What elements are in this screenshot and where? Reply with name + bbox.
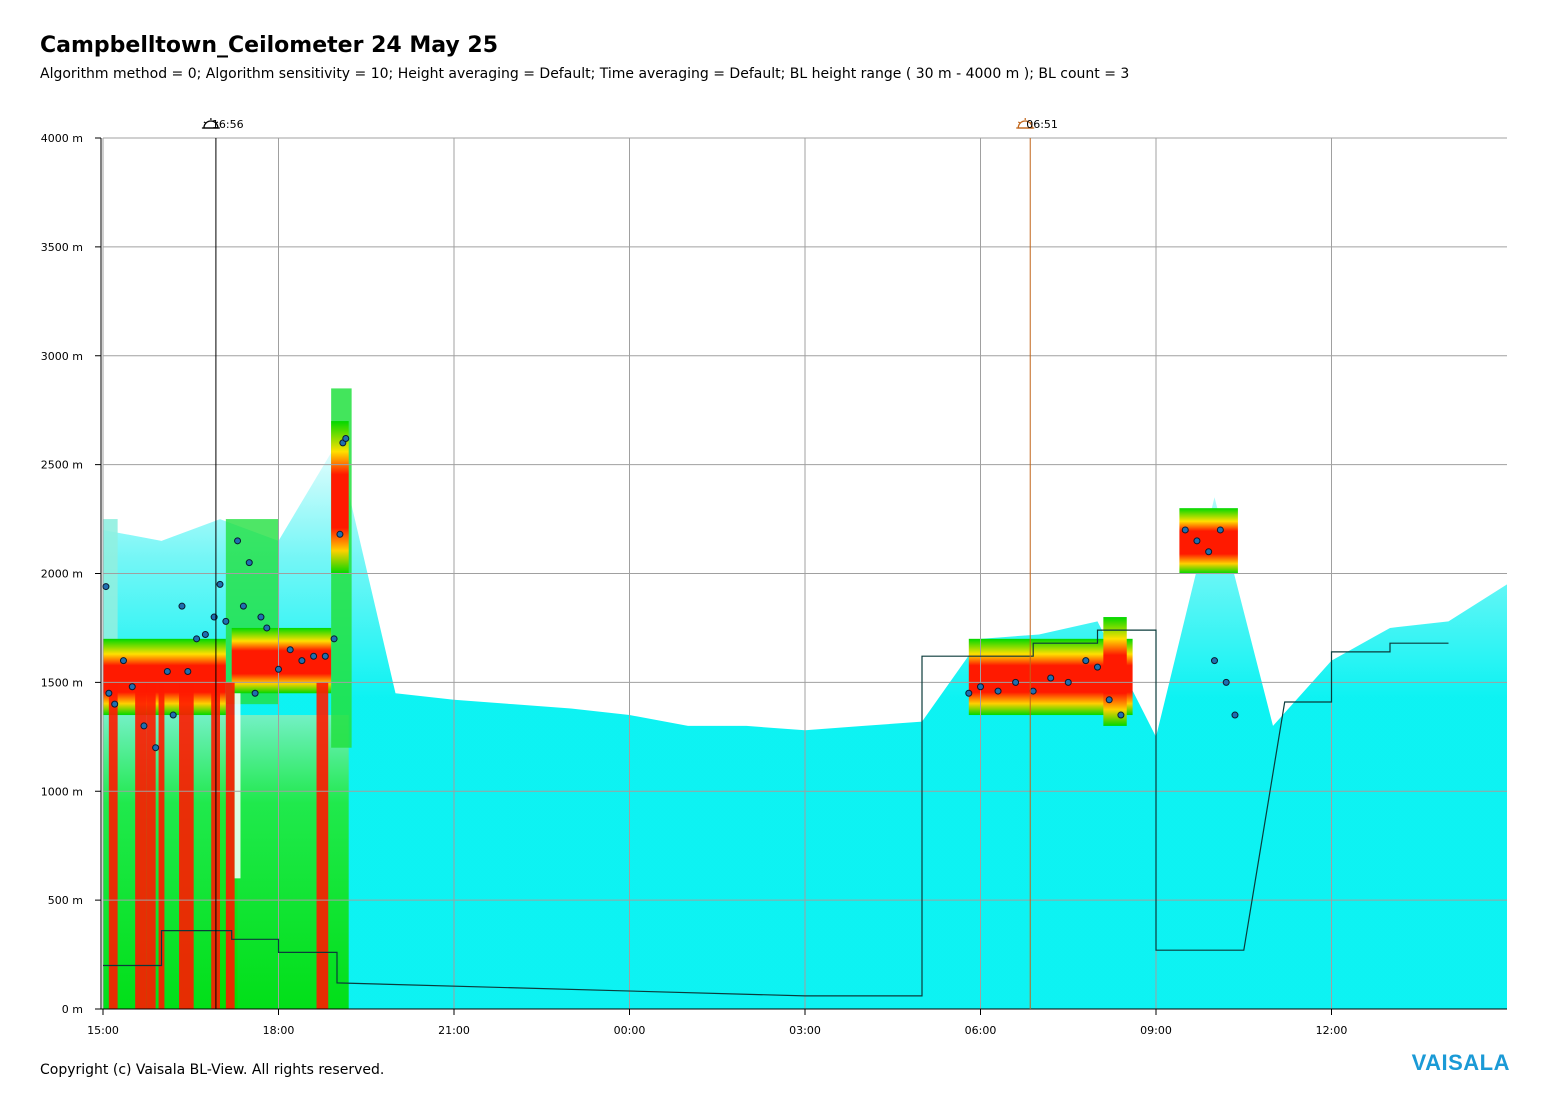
cloud-base-point bbox=[994, 687, 1002, 695]
sun-events: 16:56 06:51 bbox=[201, 118, 1058, 1009]
cloud-base-point bbox=[201, 630, 209, 638]
cloud-base-point bbox=[965, 689, 973, 697]
backscatter-streak bbox=[135, 682, 147, 1009]
sunrise-icon-ray bbox=[1017, 121, 1021, 124]
x-tick-label: 03:00 bbox=[789, 1024, 821, 1037]
cloud-base-point bbox=[1064, 678, 1072, 686]
cloud-base-point bbox=[1029, 687, 1037, 695]
y-tick-label: 1000 m bbox=[41, 785, 83, 798]
x-tick-label: 00:00 bbox=[614, 1024, 646, 1037]
backscatter-streak bbox=[316, 682, 329, 1009]
cloud-base-point bbox=[298, 657, 306, 665]
cloud-base-point bbox=[1117, 711, 1125, 719]
y-tick-label: 2500 m bbox=[41, 459, 83, 472]
vaisala-logo: VAISALA bbox=[1411, 1050, 1510, 1075]
y-tick-label: 4000 m bbox=[41, 132, 83, 145]
cloud-base-point bbox=[119, 657, 127, 665]
cloud-base-point bbox=[257, 613, 265, 621]
cloud-base-point bbox=[102, 583, 110, 591]
sunset-icon-ray bbox=[203, 121, 207, 124]
cloud-base-point bbox=[234, 537, 242, 545]
sunrise-icon-ray bbox=[1029, 121, 1033, 124]
x-tick-label: 09:00 bbox=[1140, 1024, 1172, 1037]
backscatter-high-layer bbox=[231, 627, 332, 694]
cloud-base-point bbox=[1216, 526, 1224, 534]
y-tick-label: 0 m bbox=[62, 1003, 83, 1016]
backscatter-high-layer bbox=[1103, 617, 1127, 726]
cloud-base-point bbox=[216, 580, 224, 588]
cloud-base-point bbox=[310, 652, 318, 660]
backscatter-streak bbox=[158, 682, 165, 1009]
sunset-icon bbox=[201, 118, 220, 129]
x-tick-label: 12:00 bbox=[1316, 1024, 1348, 1037]
sunset-icon-ray bbox=[215, 121, 219, 124]
backscatter-high-layer bbox=[1179, 508, 1238, 574]
bl-height-step-line bbox=[103, 629, 1449, 997]
chart-subtitle: Algorithm method = 0; Algorithm sensitiv… bbox=[40, 66, 1130, 82]
copyright-text: Copyright (c) Vaisala BL-View. All right… bbox=[40, 1062, 385, 1078]
cloud-base-point bbox=[263, 624, 271, 632]
bl-height-line bbox=[103, 629, 1449, 997]
y-axis: 0 m 500 m 1000 m 1500 m 2000 m 2500 m 3000 m 35… bbox=[41, 132, 101, 1016]
backscatter-streak bbox=[225, 682, 235, 1009]
x-tick-label: 21:00 bbox=[438, 1024, 470, 1037]
cloud-base-point bbox=[1205, 548, 1213, 556]
cloud-base-point bbox=[1082, 657, 1090, 665]
cloud-base-point bbox=[1105, 696, 1113, 704]
cloud-base-point bbox=[1181, 526, 1189, 534]
cloud-base-point bbox=[140, 722, 148, 730]
y-tick-label: 1500 m bbox=[41, 676, 83, 689]
cloud-base-point bbox=[178, 602, 186, 610]
cloud-base-point bbox=[193, 635, 201, 643]
x-tick-label: 18:00 bbox=[263, 1024, 295, 1037]
cloud-base-point bbox=[286, 646, 294, 654]
cloud-base-point bbox=[1047, 674, 1055, 682]
cloud-base-point bbox=[105, 689, 113, 697]
sunrise-time-label: 06:51 bbox=[1026, 118, 1058, 131]
backscatter-streak bbox=[179, 682, 194, 1009]
cloud-base-point bbox=[184, 667, 192, 675]
cloud-base-point bbox=[245, 559, 253, 567]
cloud-base-point bbox=[152, 744, 160, 752]
cloud-base-point bbox=[330, 635, 338, 643]
sunset-time-label: 16:56 bbox=[212, 118, 244, 131]
cloud-base-point bbox=[336, 530, 344, 538]
sunrise-icon bbox=[1016, 118, 1035, 129]
cloud-base-point bbox=[251, 689, 259, 697]
cloud-base-point bbox=[163, 667, 171, 675]
cloud-base-point bbox=[977, 683, 984, 691]
cloud-base-point bbox=[222, 617, 230, 625]
backscatter-high-layer bbox=[331, 421, 349, 574]
cloud-base-point bbox=[321, 652, 329, 660]
backscatter-streak bbox=[108, 682, 118, 1009]
y-tick-label: 3500 m bbox=[41, 241, 83, 254]
cloud-base-point bbox=[111, 700, 119, 708]
backscatter-gap bbox=[234, 693, 241, 879]
x-tick-label: 06:00 bbox=[965, 1024, 997, 1037]
cloud-base-point bbox=[1231, 711, 1239, 719]
y-tick-label: 500 m bbox=[48, 894, 83, 907]
cloud-base-point bbox=[169, 711, 177, 719]
cloud-base-point bbox=[1012, 678, 1020, 686]
backscatter-streak bbox=[146, 682, 156, 1009]
cloud-base-point bbox=[239, 602, 247, 610]
chart-title: Campbelltown_Ceilometer 24 May 25 bbox=[40, 33, 499, 58]
cloud-base-point bbox=[1094, 663, 1101, 671]
cloud-base-point bbox=[1211, 657, 1218, 665]
cloud-base-point bbox=[342, 434, 350, 442]
y-tick-label: 2000 m bbox=[41, 568, 83, 581]
x-tick-label: 15:00 bbox=[87, 1024, 119, 1037]
cloud-base-point bbox=[275, 665, 282, 673]
y-tick-label: 3000 m bbox=[41, 350, 83, 363]
cloud-base-point bbox=[1193, 537, 1201, 545]
cloud-base-point bbox=[1222, 678, 1230, 686]
x-axis: 15:00 18:00 21:00 00:00 03:00 06:00 09:00 12:00 bbox=[87, 1009, 1347, 1037]
cloud-base-point bbox=[128, 683, 136, 691]
cloud-base-markers bbox=[102, 434, 1239, 752]
